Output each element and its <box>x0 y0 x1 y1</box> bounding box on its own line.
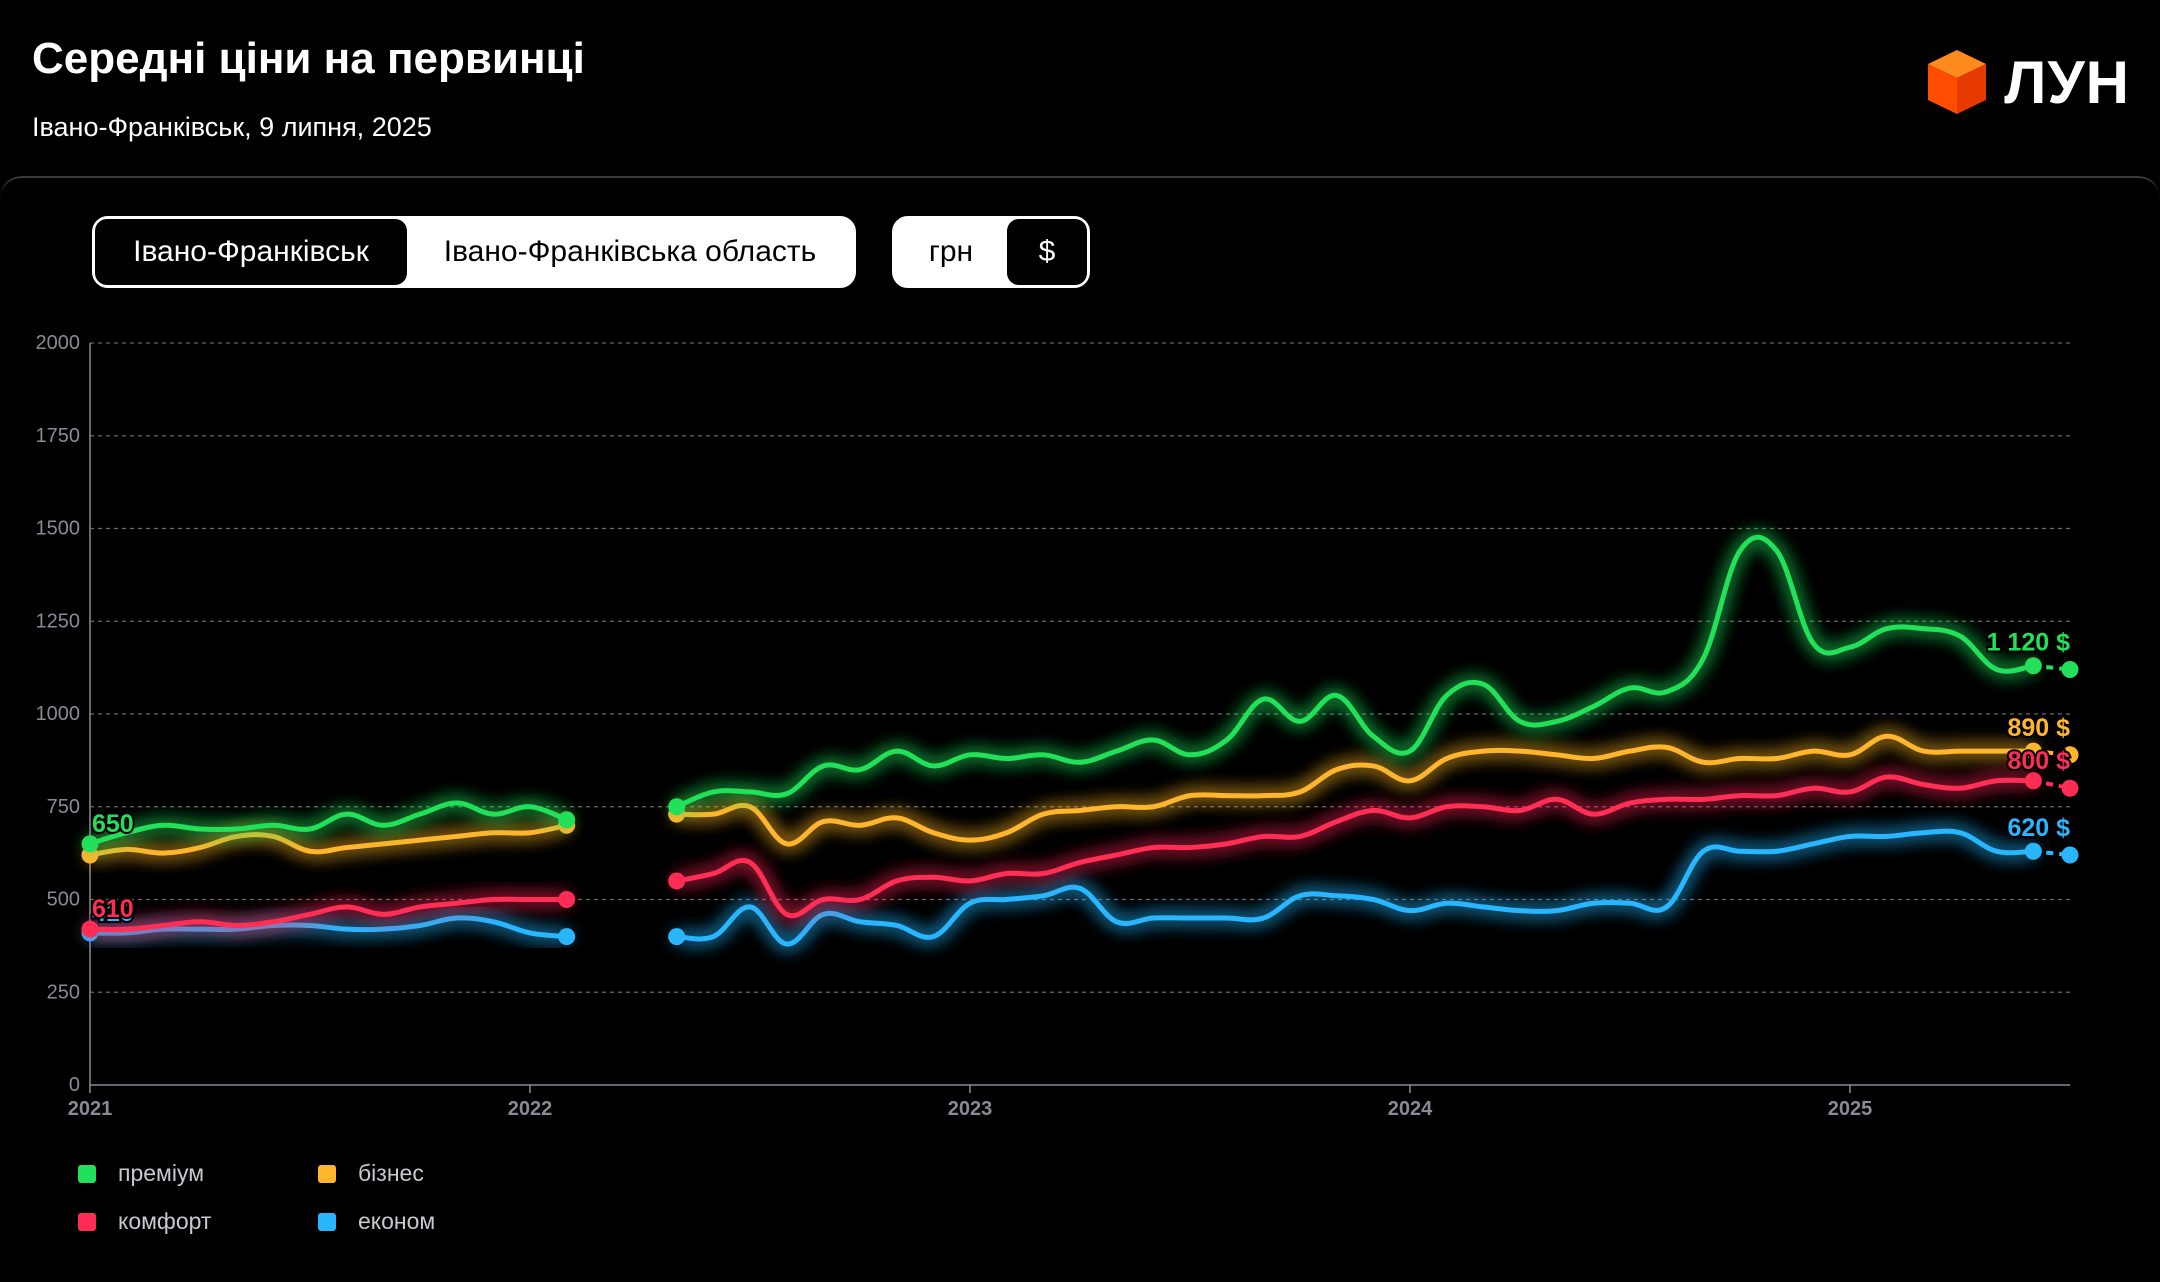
last-point-premium <box>2061 660 2079 678</box>
legend-label-economy: економ <box>358 1208 436 1234</box>
y-tick-label: 250 <box>47 981 80 1003</box>
end-label-comfort: 800 $ <box>2007 747 2070 775</box>
series-line-comfort <box>87 896 570 932</box>
series-line-economy <box>674 828 2036 947</box>
series-line-premium <box>87 800 570 847</box>
start-label-premium: 650 <box>92 810 134 838</box>
legend-item-economy[interactable]: економ <box>318 1208 435 1235</box>
x-tick-label: 2025 <box>1828 1098 1873 1120</box>
end-label-premium: 1 120 $ <box>1987 628 2071 656</box>
legend-swatch-comfort <box>78 1212 96 1231</box>
tab-currency-uah[interactable]: грн <box>928 235 974 268</box>
page-title: Середні ціни на первинці <box>32 34 585 83</box>
lun-logo[interactable]: ЛУН <box>1924 46 2130 118</box>
series-line-economy <box>87 915 570 940</box>
x-tick-label: 2021 <box>68 1098 113 1120</box>
segment-end-point-comfort <box>558 891 576 908</box>
segment-end-point-premium <box>558 811 576 829</box>
legend-swatch-business <box>318 1164 336 1183</box>
y-tick-label: 500 <box>47 889 80 911</box>
series-comfort <box>81 772 2079 938</box>
legend-label-comfort: комфорт <box>118 1208 212 1234</box>
tab-currency-usd[interactable]: $ <box>1007 219 1087 285</box>
start-label-comfort: 610 <box>92 895 134 923</box>
y-tick-label: 1500 <box>36 518 81 540</box>
y-tick-label: 2000 <box>36 332 81 354</box>
series-business <box>81 733 2079 864</box>
legend-label-premium: преміум <box>118 1160 205 1186</box>
label-layer: 620 $ 410 800 $ 610 890 $ 1 120 $ 650 <box>90 626 2072 928</box>
series-line-business <box>674 733 2036 847</box>
x-tick-label: 2022 <box>508 1098 553 1120</box>
tab-ivano-frankivsk-oblast[interactable]: Івано-Франківська область <box>443 235 817 268</box>
cube-logo-icon <box>1928 50 1987 114</box>
header: Середні ціни на первинці Івано-Франківсь… <box>0 0 2160 172</box>
logo-text: ЛУН <box>2004 48 2130 116</box>
segment-start-point-comfort <box>81 920 99 938</box>
grid: 0 250 500 750 1000 1250 1500 1750 2000 2021 2022 20… <box>36 332 2070 1120</box>
legend-item-comfort[interactable]: комфорт <box>78 1208 211 1235</box>
end-label-economy: 620 $ <box>2007 814 2070 842</box>
y-tick-label: 0 <box>69 1074 80 1096</box>
y-tick-label: 1250 <box>36 610 81 632</box>
series-premium <box>81 534 2079 853</box>
segment-start-point-economy <box>668 928 686 946</box>
tab-ivano-frankivsk[interactable]: Івано-Франківськ <box>95 219 407 285</box>
legend-swatch-economy <box>318 1212 336 1231</box>
series-layer <box>81 534 2079 947</box>
last-point-business <box>2061 746 2079 764</box>
x-tick-label: 2024 <box>1388 1098 1433 1120</box>
last-point-economy <box>2061 846 2079 864</box>
y-tick-label: 1000 <box>36 703 81 725</box>
series-economy <box>81 828 2079 947</box>
segment-end-point-economy <box>558 928 576 946</box>
end-label-business: 890 $ <box>2007 714 2070 742</box>
y-tick-label: 1750 <box>36 425 81 447</box>
page-subtitle: Івано-Франківськ, 9 липня, 2025 <box>32 112 432 142</box>
currency-toggle: грн $ <box>892 216 1090 288</box>
region-toggle: Івано-Франківськ Івано-Франківська облас… <box>92 216 856 288</box>
series-line-business <box>87 822 570 858</box>
series-line-comfort <box>674 774 2036 919</box>
series-line-premium <box>674 534 2036 810</box>
segment-start-point-premium <box>81 835 99 853</box>
legend-label-business: бізнес <box>358 1160 424 1186</box>
x-tick-label: 2023 <box>948 1098 993 1120</box>
legend-swatch-premium <box>78 1164 96 1183</box>
segment-start-point-premium <box>668 798 686 816</box>
segment-start-point-comfort <box>668 872 686 890</box>
legend-item-business[interactable]: бізнес <box>318 1160 424 1187</box>
chart-card <box>0 176 2160 1282</box>
start-label-economy: 410 <box>92 899 134 927</box>
y-tick-label: 750 <box>47 796 80 818</box>
legend-item-premium[interactable]: преміум <box>78 1160 204 1187</box>
last-point-comfort <box>2061 779 2079 797</box>
